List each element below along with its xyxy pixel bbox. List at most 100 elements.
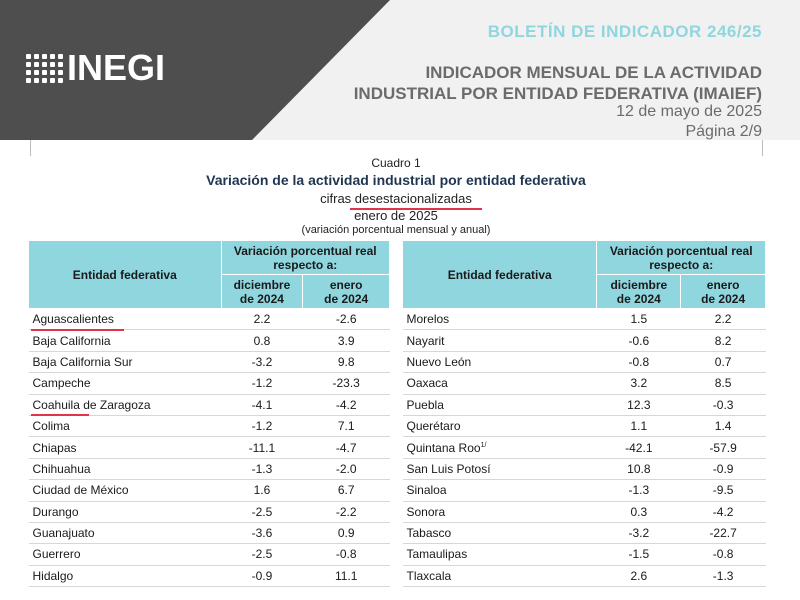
entity-name-cell: Baja California bbox=[28, 329, 222, 352]
entity-name-cell: Tlaxcala bbox=[402, 565, 597, 588]
entity-name: Nuevo León bbox=[406, 354, 472, 369]
ene-value-cell: 6.7 bbox=[302, 479, 390, 502]
table-row: Colima -1.2 7.1 bbox=[28, 415, 390, 438]
dic-value-cell: 2.2 bbox=[221, 308, 303, 331]
table-row: Tamaulipas -1.5 -0.8 bbox=[402, 543, 766, 566]
variation-header-line2: respecto a: bbox=[649, 257, 714, 272]
entity-name-cell: Morelos bbox=[402, 308, 597, 331]
ene-value-cell: -57.9 bbox=[680, 436, 766, 459]
ene-header-line1: enero bbox=[706, 277, 740, 292]
ene-value-cell: 1.4 bbox=[680, 415, 766, 438]
table-row: Baja California Sur -3.2 9.8 bbox=[28, 351, 390, 374]
entity-name-cell: Guanajuato bbox=[28, 522, 222, 545]
dic-value-cell: 0.8 bbox=[221, 329, 303, 352]
entity-name: Baja California Sur bbox=[32, 354, 133, 369]
entity-name: Durango bbox=[32, 504, 79, 519]
table-row: Sinaloa -1.3 -9.5 bbox=[402, 479, 766, 502]
table-row: Coahuila de Zaragoza -4.1 -4.2 bbox=[28, 394, 390, 416]
variation-header-line1: Variación porcentual real bbox=[609, 243, 753, 258]
dic-header-line1: diciembre bbox=[610, 277, 668, 292]
dic-value-cell: -3.2 bbox=[221, 351, 303, 374]
entity-name-cell: Quintana Roo1/ bbox=[402, 436, 597, 459]
dic-value-cell: 0.3 bbox=[596, 501, 681, 523]
entity-name-cell: Colima bbox=[28, 415, 222, 438]
report-title-line2: INDUSTRIAL POR ENTIDAD FEDERATIVA (IMAIE… bbox=[353, 84, 762, 103]
dic-value-cell: -42.1 bbox=[596, 436, 681, 459]
entity-name: Ciudad de México bbox=[32, 483, 129, 498]
ene-value-cell: 7.1 bbox=[302, 415, 390, 438]
table-row: Baja California 0.8 3.9 bbox=[28, 329, 390, 352]
dic-value-cell: -4.1 bbox=[221, 394, 303, 416]
footnote-mark: 1/ bbox=[480, 441, 487, 449]
variation-header-line1: Variación porcentual real bbox=[233, 243, 377, 258]
dic-value-cell: 1.6 bbox=[221, 479, 303, 502]
entity-name-cell: San Luis Potosí bbox=[402, 458, 597, 481]
entity-name: Chihuahua bbox=[32, 461, 91, 476]
table-title: Variación de la actividad industrial por… bbox=[206, 172, 586, 188]
left-table-body: Aguascalientes 2.2 -2.6 Baja California 0.8 3… bbox=[28, 308, 390, 588]
entity-name-cell: Puebla bbox=[402, 394, 597, 416]
table-row: Tabasco -3.2 -22.7 bbox=[402, 522, 766, 545]
ene-value-cell: -9.5 bbox=[680, 479, 766, 502]
table-row: Ciudad de México 1.6 6.7 bbox=[28, 479, 390, 502]
table-row: Chiapas -11.1 -4.7 bbox=[28, 436, 390, 459]
crop-mark-left bbox=[30, 140, 31, 156]
table-note: (variación porcentual mensual y anual) bbox=[301, 224, 491, 236]
dic-value-cell: 10.8 bbox=[596, 458, 681, 481]
ene-value-cell: 0.7 bbox=[680, 351, 766, 374]
table-row: Durango -2.5 -2.2 bbox=[28, 501, 390, 523]
header-band: INEGI BOLETÍN DE INDICADOR 246/25 INDICA… bbox=[0, 0, 800, 140]
entity-name-cell: Campeche bbox=[28, 372, 222, 395]
entity-name-cell: Coahuila de Zaragoza bbox=[28, 394, 222, 416]
entity-name: Querétaro bbox=[406, 419, 461, 434]
entity-name: Colima bbox=[32, 419, 70, 434]
entity-column-header: Entidad federativa bbox=[28, 240, 222, 309]
ene-value-cell: -4.2 bbox=[680, 501, 766, 523]
entity-name: Guanajuato bbox=[32, 526, 95, 541]
entity-name: Tlaxcala bbox=[406, 568, 452, 583]
dic-value-cell: -2.5 bbox=[221, 543, 303, 566]
logo-dots-icon bbox=[26, 53, 63, 83]
entity-name-cell: Tabasco bbox=[402, 522, 597, 545]
entity-name-cell: Oaxaca bbox=[402, 372, 597, 395]
entity-name-cell: Chihuahua bbox=[28, 458, 222, 481]
ene-value-cell: -4.7 bbox=[302, 436, 390, 459]
right-table-body: Morelos 1.5 2.2 Nayarit -0.6 8.2 Nuevo León -0.… bbox=[402, 308, 766, 588]
entity-name-cell: Tamaulipas bbox=[402, 543, 597, 566]
dic-value-cell: -1.2 bbox=[221, 415, 303, 438]
ene-value-cell: -22.7 bbox=[680, 522, 766, 545]
dic-value-cell: -3.6 bbox=[221, 522, 303, 545]
entity-name: Chiapas bbox=[32, 440, 77, 455]
entity-name-cell: Nayarit bbox=[402, 329, 597, 352]
entity-name: Morelos bbox=[406, 312, 450, 327]
table-row: Guanajuato -3.6 0.9 bbox=[28, 522, 390, 545]
dic-value-cell: 1.1 bbox=[596, 415, 681, 438]
dic-value-cell: -3.2 bbox=[596, 522, 681, 545]
entity-name: Hidalgo bbox=[32, 568, 74, 583]
right-table: Entidad federativa Variación porcentual … bbox=[401, 240, 766, 588]
left-table: Entidad federativa Variación porcentual … bbox=[28, 240, 391, 588]
ene-value-cell: -0.8 bbox=[680, 543, 766, 566]
dic-header-line2: de 2024 bbox=[239, 291, 284, 306]
table-row: San Luis Potosí 10.8 -0.9 bbox=[402, 458, 766, 481]
ene-value-cell: -1.3 bbox=[680, 565, 766, 588]
inegi-logo: INEGI bbox=[26, 50, 165, 86]
dic-value-cell: -11.1 bbox=[221, 436, 303, 459]
dic-header-line2: de 2024 bbox=[616, 291, 661, 306]
ene-value-cell: 11.1 bbox=[302, 565, 390, 588]
entity-name-cell: Nuevo León bbox=[402, 351, 597, 374]
cifras-type: desestacionalizadas bbox=[354, 191, 472, 206]
variation-header: Variación porcentual real respecto a: bbox=[596, 240, 766, 275]
dic-column-header: diciembre de 2024 bbox=[596, 274, 682, 309]
entity-column-header: Entidad federativa bbox=[401, 240, 598, 309]
page-number: Página 2/9 bbox=[685, 123, 762, 140]
ene-header-line1: enero bbox=[329, 277, 363, 292]
table-row: Nayarit -0.6 8.2 bbox=[402, 329, 766, 352]
dic-value-cell: -1.3 bbox=[221, 458, 303, 481]
ene-value-cell: -2.2 bbox=[302, 501, 390, 523]
ene-value-cell: -0.3 bbox=[680, 394, 766, 416]
ene-header-line2: de 2024 bbox=[701, 291, 746, 306]
entity-name: Tabasco bbox=[406, 526, 452, 541]
variation-header: Variación porcentual real respecto a: bbox=[220, 240, 391, 275]
ene-value-cell: -0.9 bbox=[680, 458, 766, 481]
